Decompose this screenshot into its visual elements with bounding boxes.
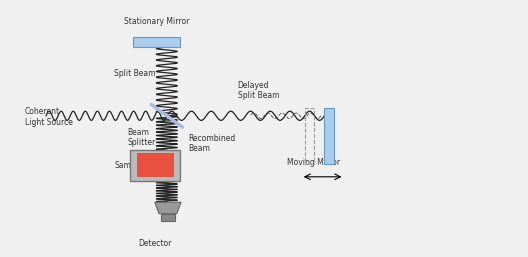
Bar [161,214,175,221]
Text: Sample: Sample [114,161,143,170]
Text: Beam
Splitter: Beam Splitter [127,128,156,147]
Bar [324,108,334,164]
Bar [305,108,314,164]
Text: Coherent
Light Source: Coherent Light Source [25,107,73,127]
Text: Delayed
Split Beam: Delayed Split Beam [238,81,279,100]
Bar [130,150,180,181]
Text: Detector: Detector [138,239,172,248]
Bar [137,153,174,177]
Polygon shape [155,202,181,214]
Text: Recombined
Beam: Recombined Beam [188,134,235,153]
Bar [133,37,180,47]
Text: Stationary Mirror: Stationary Mirror [124,16,189,25]
Text: Moving Mirror: Moving Mirror [287,158,341,167]
Text: Split Beam: Split Beam [114,69,156,78]
